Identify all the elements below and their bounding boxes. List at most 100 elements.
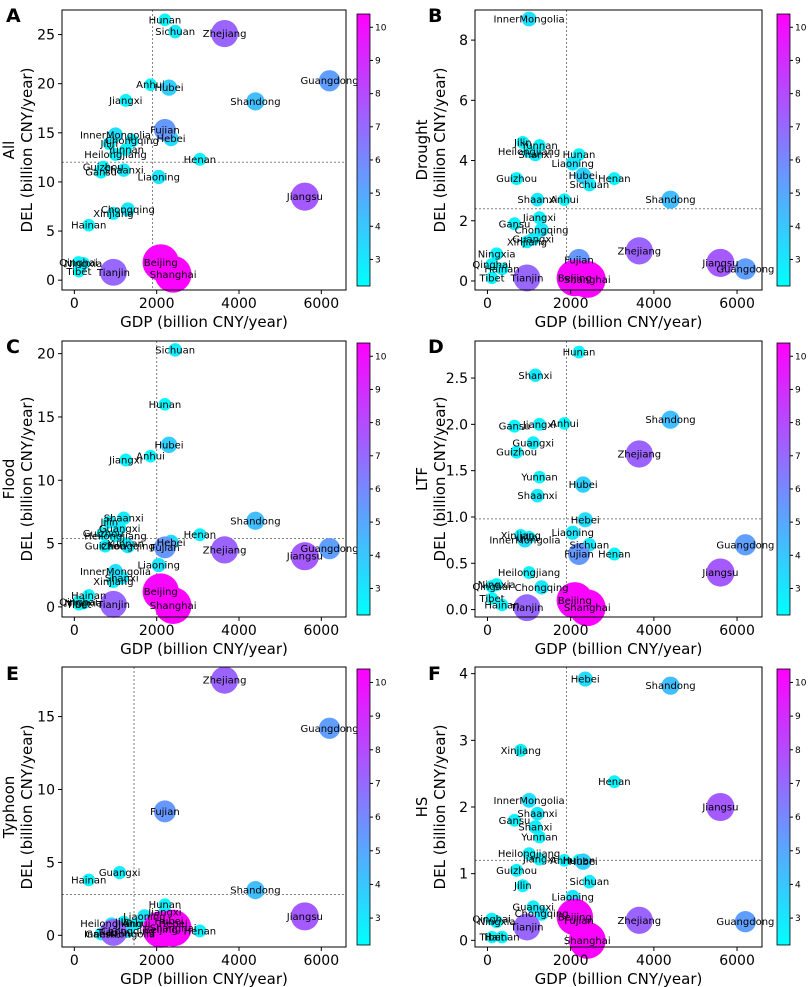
colorbar-tick-label: 8 — [795, 419, 801, 429]
data-point — [513, 594, 541, 622]
y-tick-label: 5 — [46, 537, 55, 553]
data-point — [485, 930, 499, 944]
point-label: InnerMongolia — [84, 929, 155, 940]
point-label: Beijing — [144, 587, 178, 598]
colorbar-tick-label: 6 — [375, 485, 381, 495]
point-label: Jiangsu — [701, 803, 738, 814]
point-label: Jiangxi — [108, 96, 142, 107]
y-tick-label: 4 — [459, 667, 468, 683]
x-tick-label: 2000 — [553, 296, 589, 312]
y-tick-label: 10 — [37, 473, 55, 489]
point-label: Yunnan — [520, 833, 557, 844]
point-label: Gansu — [499, 816, 531, 827]
colorbar-tick-label: 10 — [795, 678, 807, 688]
point-label: Guizhou — [83, 163, 124, 174]
colorbar-tick-label: 7 — [375, 123, 381, 133]
point-label: Heilongjiang — [80, 919, 142, 930]
point-label: Hainan — [71, 875, 106, 886]
point-label: Henan — [598, 777, 630, 788]
data-point — [153, 118, 176, 141]
data-point — [154, 255, 192, 293]
point-label: Henan — [598, 174, 630, 185]
data-point — [82, 218, 96, 232]
x-tick-label: 4000 — [221, 296, 257, 312]
point-label: Yunnan — [520, 473, 557, 484]
y-axis-label: DEL (billion CNY/year) — [431, 725, 449, 890]
point-label: Shanghai — [564, 936, 611, 947]
point-label: Gansu — [85, 929, 117, 940]
data-point — [120, 202, 135, 217]
point-label: Liaoning — [138, 561, 180, 572]
colorbar-tick-label: 6 — [795, 813, 801, 823]
point-label: Gansu — [499, 219, 531, 230]
data-point — [521, 11, 537, 27]
point-label: Beijing — [558, 913, 592, 924]
y-tick-label: 15 — [37, 126, 55, 142]
data-point — [625, 440, 653, 468]
data-point — [153, 536, 176, 559]
y-tick-label: 8 — [459, 33, 468, 49]
point-label: Shanxi — [518, 371, 552, 382]
point-label: InnerMongolia — [494, 15, 565, 26]
point-label: Zhejiang — [203, 676, 247, 687]
y-axis-label-hazard: LTF — [413, 467, 431, 491]
point-label: Xinjiang — [501, 746, 541, 757]
colorbar-gradient — [776, 13, 791, 287]
point-label: Jilin — [100, 139, 119, 150]
point-label: Jilin — [513, 138, 532, 149]
data-point — [495, 598, 509, 612]
colorbar-gradient — [356, 13, 371, 287]
point-label: Hubei — [154, 916, 183, 927]
point-label: Shandong — [230, 516, 280, 527]
x-axis-label: GDP (billion CNY/year) — [120, 970, 288, 987]
x-axis-label: GDP (billion CNY/year) — [535, 640, 703, 658]
y-tick-label: 10 — [37, 175, 55, 191]
point-label: Henan — [184, 926, 216, 937]
point-label: Guangdong — [301, 76, 359, 87]
point-label: Hebei — [159, 919, 188, 930]
point-label: Beijing — [144, 258, 178, 269]
x-tick-label: 0 — [483, 953, 492, 969]
point-label: Qinghai — [59, 258, 98, 269]
colorbar-tick-label: 5 — [375, 189, 381, 199]
point-label: Ningxia — [65, 599, 103, 610]
point-label: Guizhou — [83, 529, 124, 540]
y-axis-label-hazard: All — [0, 141, 18, 160]
point-label: Jiangsu — [701, 568, 738, 579]
point-label: Ningxia — [478, 580, 516, 591]
point-label: Sichuan — [155, 345, 195, 356]
point-label: Fujian — [564, 255, 594, 266]
panel-b: InnerMongoliaJilinYunnanHeilongjiangShan… — [413, 5, 807, 331]
data-point — [290, 902, 319, 931]
panel-letter: A — [6, 5, 21, 27]
data-point — [530, 192, 545, 207]
point-label: Xinjiang — [93, 577, 133, 588]
colorbar-gradient — [776, 668, 791, 946]
point-label: Henan — [184, 155, 216, 166]
x-tick-label: 2000 — [553, 953, 589, 969]
y-axis-label: DEL (billion CNY/year) — [18, 725, 36, 890]
data-point — [116, 163, 131, 177]
data-point — [113, 866, 127, 880]
colorbar-tick-label: 8 — [375, 419, 381, 429]
colorbar-tick-label: 10 — [795, 352, 807, 362]
data-point — [168, 343, 182, 357]
colorbar-tick-label: 8 — [795, 746, 801, 756]
point-label: Tianjin — [96, 268, 130, 279]
data-point — [661, 410, 680, 429]
data-point — [76, 257, 90, 270]
point-label: Chongqing — [101, 542, 155, 553]
colorbar-tick-label: 7 — [795, 452, 801, 462]
data-point — [158, 13, 172, 27]
point-label: Liaoning — [552, 893, 594, 904]
point-label: Anhui — [122, 919, 151, 930]
colorbar: 3 4 5 6 7 8 9 10 — [356, 342, 387, 616]
data-point — [246, 92, 265, 111]
panel-letter: C — [6, 336, 20, 358]
data-point — [661, 190, 680, 209]
x-axis-label: GDP (billion CNY/year) — [120, 640, 288, 658]
data-point — [534, 580, 549, 595]
point-label: Hubei — [569, 171, 598, 182]
point-label: Guizhou — [496, 866, 537, 877]
data-point — [100, 258, 127, 286]
